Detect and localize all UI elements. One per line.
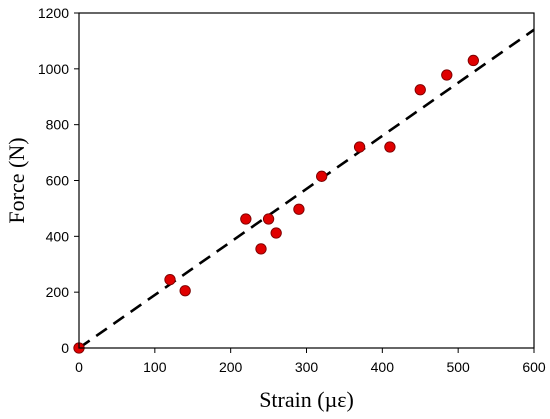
x-tick-label: 400 bbox=[371, 359, 395, 375]
y-tick-label: 200 bbox=[46, 284, 70, 300]
y-tick-label: 1200 bbox=[38, 5, 69, 21]
data-point bbox=[255, 243, 267, 255]
y-tick-label: 400 bbox=[46, 228, 70, 244]
x-axis-title: Strain (µε) bbox=[259, 387, 354, 412]
data-point bbox=[293, 203, 305, 215]
data-point bbox=[316, 170, 328, 182]
data-points bbox=[73, 54, 479, 354]
x-axis-ticks: 0 100 200 300 400 500 600 bbox=[75, 348, 546, 375]
data-point bbox=[262, 213, 275, 225]
y-tick-label: 800 bbox=[46, 117, 70, 133]
trend-line bbox=[78, 28, 535, 350]
y-tick-label: 0 bbox=[61, 340, 69, 356]
data-point bbox=[270, 227, 282, 239]
data-point bbox=[240, 213, 252, 225]
y-tick-label: 600 bbox=[46, 173, 70, 189]
x-tick-label: 300 bbox=[295, 359, 319, 375]
y-axis-ticks: 0 200 400 600 800 1000 1200 bbox=[38, 5, 79, 356]
x-tick-label: 500 bbox=[446, 359, 470, 375]
data-point bbox=[179, 285, 191, 297]
y-axis-title: Force (N) bbox=[4, 137, 29, 223]
data-point bbox=[467, 54, 479, 67]
data-point bbox=[384, 141, 396, 153]
x-tick-label: 100 bbox=[143, 359, 167, 375]
data-point bbox=[164, 273, 176, 286]
data-point bbox=[414, 84, 426, 96]
data-point bbox=[353, 141, 366, 153]
x-tick-label: 600 bbox=[522, 359, 546, 375]
y-tick-label: 1000 bbox=[38, 61, 69, 77]
data-point bbox=[441, 69, 453, 81]
x-tick-label: 0 bbox=[75, 359, 83, 375]
x-tick-label: 200 bbox=[219, 359, 243, 375]
plot-area-frame bbox=[78, 12, 535, 349]
